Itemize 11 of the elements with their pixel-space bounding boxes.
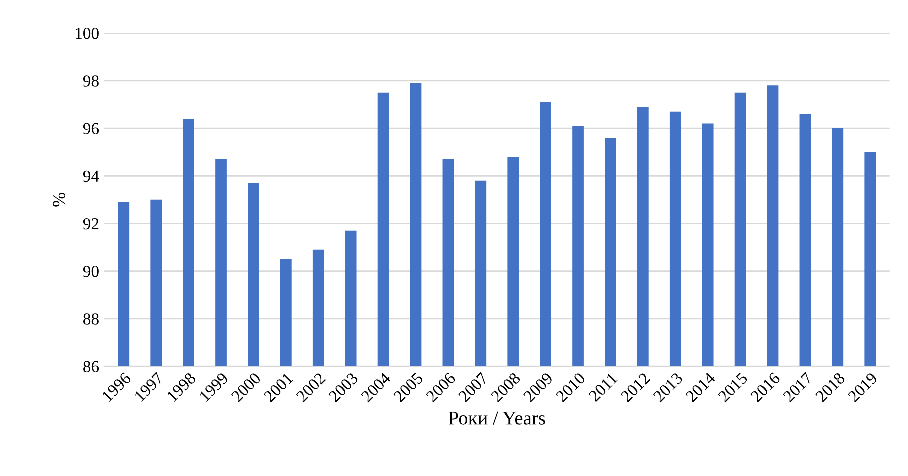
y-tick-label: 96 xyxy=(83,123,100,134)
y-tick-label: 88 xyxy=(84,314,99,325)
y-axis-title: % xyxy=(53,193,66,207)
y-tick-label: 92 xyxy=(83,218,99,230)
y-tick-label: 86 xyxy=(84,361,100,372)
x-tick-label: 2011 xyxy=(588,372,618,402)
x-axis-title: Роки / Years xyxy=(448,412,546,425)
y-tick-label: 100 xyxy=(76,28,99,40)
y-tick-label: 94 xyxy=(83,170,100,182)
y-tick-label: 98 xyxy=(83,76,99,87)
y-tick-label: 90 xyxy=(83,266,99,278)
